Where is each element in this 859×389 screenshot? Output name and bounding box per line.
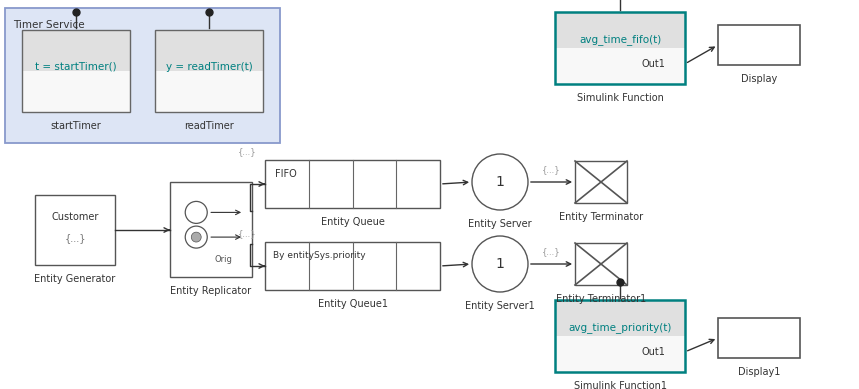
Text: Out1: Out1: [642, 59, 666, 69]
Text: {...}: {...}: [64, 233, 86, 244]
Text: Display1: Display1: [738, 367, 780, 377]
Circle shape: [192, 232, 201, 242]
Text: Simulink Function: Simulink Function: [576, 93, 663, 103]
Text: {...}: {...}: [238, 147, 256, 156]
Text: Simulink Function1: Simulink Function1: [574, 381, 667, 389]
Bar: [555, 336, 685, 372]
Text: By entitySys.priority: By entitySys.priority: [273, 252, 366, 261]
Bar: [35, 195, 115, 265]
Bar: [555, 12, 685, 48]
Bar: [5, 8, 280, 143]
Text: Entity Server1: Entity Server1: [465, 301, 535, 311]
Text: Orig: Orig: [215, 256, 232, 265]
Text: t = startTimer(): t = startTimer(): [35, 62, 117, 72]
Text: 1: 1: [496, 175, 504, 189]
Bar: [718, 25, 800, 65]
Bar: [555, 48, 685, 84]
Text: {...}: {...}: [542, 165, 561, 175]
Text: Display: Display: [740, 74, 777, 84]
Bar: [22, 71, 130, 112]
Text: Entity Queue: Entity Queue: [320, 217, 385, 227]
Bar: [155, 71, 263, 112]
Text: Entity Generator: Entity Generator: [34, 274, 116, 284]
Text: Entity Terminator1: Entity Terminator1: [556, 294, 646, 304]
Bar: [718, 318, 800, 358]
Text: {...}: {...}: [238, 230, 256, 238]
Text: readTimer: readTimer: [184, 121, 234, 131]
Text: Timer Service: Timer Service: [13, 20, 85, 30]
Bar: [555, 300, 685, 336]
Text: Entity Queue1: Entity Queue1: [318, 299, 387, 309]
Text: startTimer: startTimer: [51, 121, 101, 131]
Text: Out1: Out1: [642, 347, 666, 357]
Bar: [265, 160, 440, 208]
Text: 1: 1: [496, 257, 504, 271]
Bar: [155, 30, 263, 112]
Text: y = readTimer(t): y = readTimer(t): [166, 62, 253, 72]
Bar: [575, 243, 627, 285]
Bar: [155, 30, 263, 71]
Text: avg_time_fifo(t): avg_time_fifo(t): [579, 34, 661, 45]
Bar: [555, 12, 685, 84]
Bar: [22, 30, 130, 71]
Text: {...}: {...}: [542, 247, 561, 256]
Bar: [575, 161, 627, 203]
Text: FIFO: FIFO: [275, 169, 296, 179]
Bar: [170, 182, 252, 277]
Bar: [265, 242, 440, 290]
Text: Customer: Customer: [52, 212, 99, 223]
Bar: [555, 300, 685, 372]
Text: Entity Server: Entity Server: [468, 219, 532, 229]
Text: Entity Replicator: Entity Replicator: [170, 286, 252, 296]
Text: avg_time_priority(t): avg_time_priority(t): [569, 322, 672, 333]
Text: Entity Terminator: Entity Terminator: [559, 212, 643, 222]
Bar: [22, 30, 130, 112]
